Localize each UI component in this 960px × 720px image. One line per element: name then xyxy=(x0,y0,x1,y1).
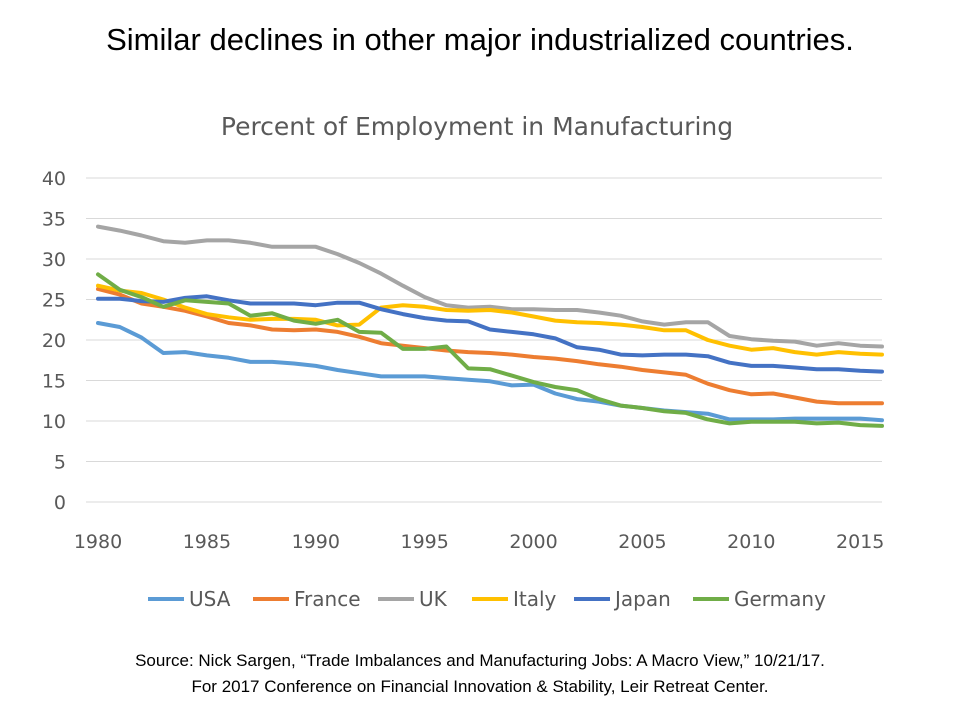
y-tick-label: 30 xyxy=(42,249,66,271)
legend-label: Germany xyxy=(734,587,826,611)
y-tick-label: 0 xyxy=(54,492,66,514)
y-tick-label: 25 xyxy=(42,290,66,312)
legend-item-france: France xyxy=(253,587,361,611)
x-tick-label: 2005 xyxy=(618,531,666,553)
legend-label: Japan xyxy=(613,587,671,611)
x-tick-label: 2010 xyxy=(727,531,775,553)
legend-item-germany: Germany xyxy=(693,587,826,611)
chart-legend: USA France UK Italy Japan Germany xyxy=(148,587,826,611)
legend-item-uk: UK xyxy=(378,587,448,611)
y-tick-label: 10 xyxy=(42,411,66,433)
chart-gridlines xyxy=(86,177,882,503)
y-tick-label: 5 xyxy=(54,452,66,474)
conference-note: For 2017 Conference on Financial Innovat… xyxy=(191,677,769,696)
y-tick-label: 35 xyxy=(42,209,66,231)
x-tick-label: 1985 xyxy=(183,531,231,553)
x-tick-label: 1990 xyxy=(292,531,340,553)
legend-label: UK xyxy=(419,587,448,611)
series-line-france xyxy=(96,287,884,406)
chart-title: Percent of Employment in Manufacturing xyxy=(221,112,733,141)
y-tick-label: 15 xyxy=(42,371,66,393)
legend-item-italy: Italy xyxy=(472,587,557,611)
source-citation: Source: Nick Sargen, “Trade Imbalances a… xyxy=(135,651,825,670)
y-tick-label: 20 xyxy=(42,330,66,352)
series-line-germany xyxy=(96,272,884,428)
series-line-uk xyxy=(96,224,884,349)
legend-item-usa: USA xyxy=(148,587,231,611)
y-tick-label: 40 xyxy=(42,168,66,190)
series-line-japan xyxy=(96,294,884,374)
legend-label: France xyxy=(294,587,361,611)
x-axis-tick-labels: 1980 1985 1990 1995 2000 2005 2010 2015 xyxy=(74,531,885,553)
x-tick-label: 2000 xyxy=(509,531,557,553)
x-tick-label: 2015 xyxy=(836,531,884,553)
series-line-usa xyxy=(96,321,884,423)
legend-item-japan: Japan xyxy=(574,587,671,611)
chart-series-lines xyxy=(96,224,884,428)
series-line-italy xyxy=(96,283,884,357)
slide-title: Similar declines in other major industri… xyxy=(106,22,854,57)
y-axis-tick-labels: 0 5 10 15 20 25 30 35 40 xyxy=(42,168,66,514)
legend-label: USA xyxy=(189,587,231,611)
x-tick-label: 1995 xyxy=(400,531,448,553)
legend-label: Italy xyxy=(513,587,557,611)
x-tick-label: 1980 xyxy=(74,531,122,553)
